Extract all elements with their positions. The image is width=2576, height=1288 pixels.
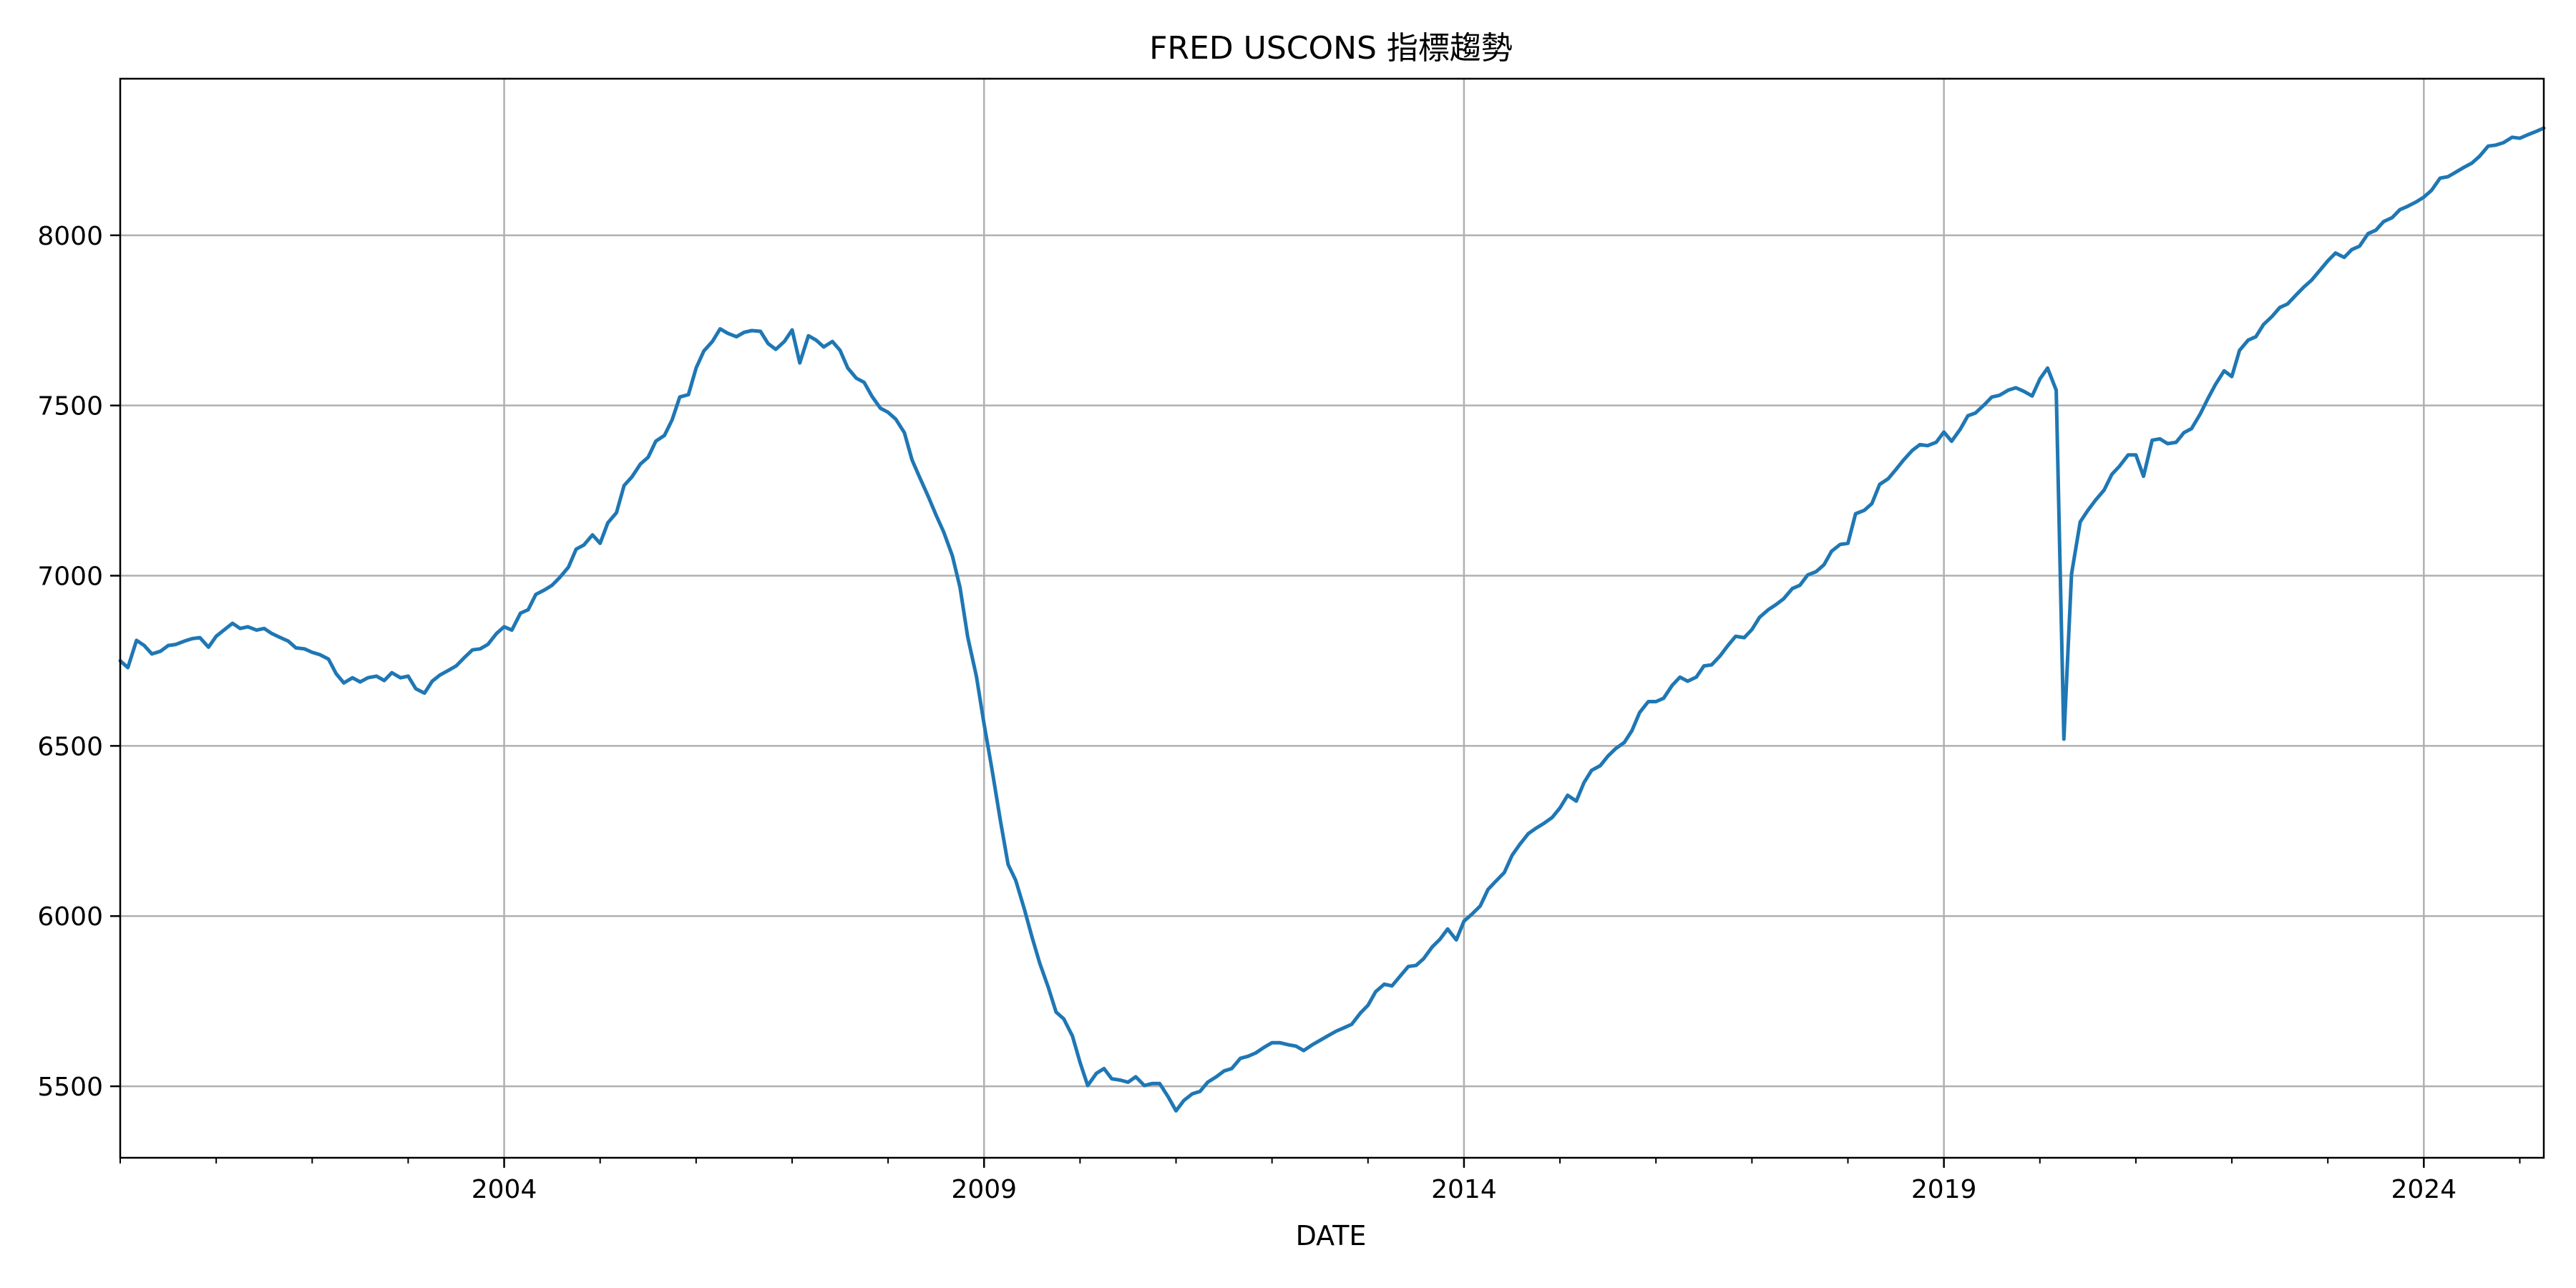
x-tick-label: 2009: [951, 1175, 1017, 1204]
y-tick-label: 7000: [37, 562, 103, 592]
x-tick-label: 2019: [1911, 1175, 1977, 1204]
y-tick-label: 8000: [37, 222, 103, 251]
series-line: [118, 126, 2546, 1113]
y-tick-label: 6500: [37, 732, 103, 761]
x-axis-ticks: 2004 2009 2014 2019 2024: [119, 1158, 2521, 1204]
x-tick-label: 2004: [472, 1175, 537, 1204]
series-layer: [118, 126, 2546, 1113]
y-tick-label: 5500: [37, 1073, 103, 1102]
chart-title: FRED USCONS 指標趨勢: [1149, 30, 1513, 67]
x-axis-label: DATE: [1296, 1220, 1367, 1252]
y-tick-label: 6000: [37, 902, 103, 932]
plot-frame: [119, 77, 2545, 1159]
x-tick-label: 2014: [1431, 1175, 1497, 1204]
y-tick-label: 7500: [37, 392, 103, 421]
x-tick-label: 2024: [2391, 1175, 2457, 1204]
y-axis-ticks: 5500 6000 6500 7000 7500 8000: [37, 222, 120, 1102]
grid-lines: [120, 79, 2544, 1158]
